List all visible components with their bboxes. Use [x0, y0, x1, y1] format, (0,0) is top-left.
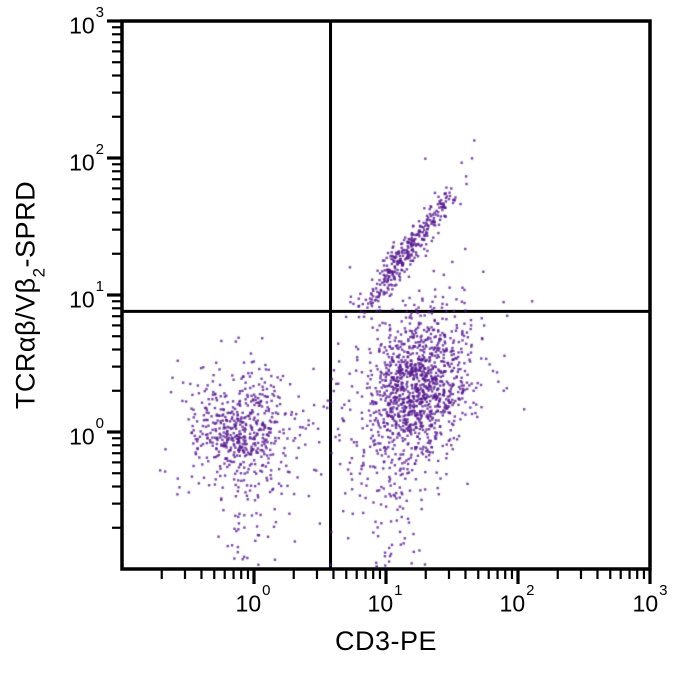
y-tick-label-1000: 103: [69, 4, 104, 39]
x-tick-label-1000: 103: [632, 582, 668, 617]
y-tick-label-100: 102: [69, 141, 104, 176]
scatter-points-canvas: [122, 21, 650, 569]
x-tick-label-10: 101: [367, 582, 403, 617]
y-tick-label-10: 101: [69, 278, 104, 313]
x-axis-title: CD3-PE: [334, 626, 438, 656]
x-tick-label-100: 102: [499, 582, 535, 617]
y-tick-label-1: 100: [69, 415, 104, 450]
x-tick-label-1: 100: [235, 582, 271, 617]
y-axis-title: TCRαβ/Vβ2-SPRD: [10, 180, 49, 410]
